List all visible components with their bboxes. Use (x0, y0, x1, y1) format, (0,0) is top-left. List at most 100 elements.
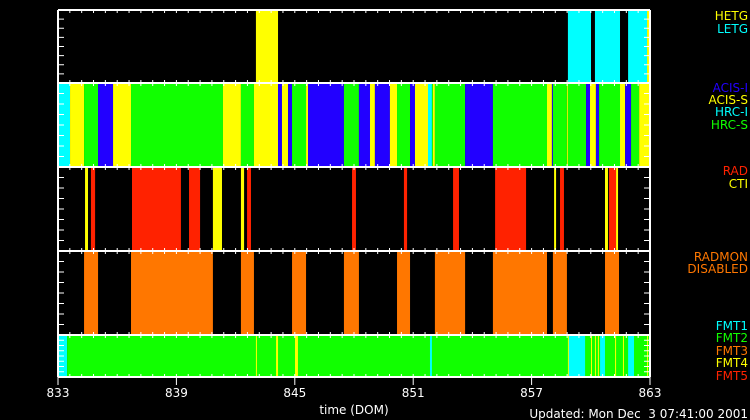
legend-fmt1: FMT1 (716, 319, 748, 333)
segment-green (599, 83, 621, 167)
segment-yellow (622, 335, 624, 377)
segment-yellow (222, 83, 241, 167)
segment-cyan (429, 335, 432, 377)
segment-yellow (590, 335, 592, 377)
segment-green (343, 83, 359, 167)
x-tick-label: 845 (283, 386, 306, 400)
legend-hetg: HETG (715, 9, 748, 23)
segment-green (240, 83, 254, 167)
segment-orange (131, 251, 213, 335)
segment-blue (288, 83, 293, 167)
legend-fmt4: FMT4 (716, 356, 748, 370)
segment-yellow (389, 83, 398, 167)
segment-yellow (113, 83, 132, 167)
segment-yellow (255, 335, 257, 377)
segment-yellow (276, 335, 279, 377)
segment-orange (397, 251, 411, 335)
segment-yellow (620, 83, 626, 167)
segment-red (608, 167, 617, 251)
x-tick-label: 863 (639, 386, 662, 400)
segment-blue (551, 83, 553, 167)
segment-green (131, 83, 223, 167)
segment-green (552, 83, 567, 167)
segments (58, 10, 650, 377)
segment-yellow (253, 83, 279, 167)
segment-yellow (615, 335, 617, 377)
legend-fmt3: FMT3 (716, 344, 748, 358)
segment-yellow (369, 83, 375, 167)
segment-green (397, 83, 411, 167)
segment-red (403, 167, 408, 251)
segment-yellow (294, 335, 298, 377)
segment-yellow (306, 83, 309, 167)
segment-red (352, 167, 356, 251)
segment-red (495, 167, 527, 251)
segment-blue (358, 83, 370, 167)
segment-blue (465, 83, 493, 167)
segment-green (567, 83, 587, 167)
legend-acis-s: ACIS-S (709, 93, 748, 107)
x-tick-label: 839 (165, 386, 188, 400)
segment-orange (605, 251, 620, 335)
x-tick-label: 833 (47, 386, 70, 400)
legend-fmt2: FMT2 (716, 331, 748, 345)
segment-green (434, 83, 466, 167)
segment-yellow (566, 83, 568, 167)
segment-red (560, 167, 564, 251)
segment-blue (586, 83, 591, 167)
segment-red (189, 167, 201, 251)
segment-orange (84, 251, 99, 335)
segment-orange (343, 251, 359, 335)
segment-green (431, 83, 433, 167)
segment-cyan (567, 10, 591, 83)
segment-cyan (428, 83, 432, 167)
legend-hrc-s: HRC-S (711, 118, 748, 132)
legend-rad: RAD (723, 164, 748, 178)
segment-blue (595, 83, 600, 167)
x-tick-labels: 833 839 845 851 857 863 (47, 386, 662, 400)
segment-blue (98, 83, 114, 167)
segment-green (292, 83, 307, 167)
segment-green (492, 83, 547, 167)
updated-footer: Updated: Mon Dec 3 07:41:00 2001 (529, 407, 748, 420)
segment-cyan (628, 335, 635, 377)
segment-green (631, 83, 640, 167)
segment-blue (625, 83, 632, 167)
segment-green (84, 83, 99, 167)
segment-cyan (600, 335, 606, 377)
segment-yellow (70, 83, 85, 167)
x-axis-label: time (DOM) (319, 403, 388, 417)
segment-yellow (590, 83, 596, 167)
segment-yellow (240, 167, 245, 251)
segment-cyan (628, 10, 648, 83)
legend-fmt5: FMT5 (716, 369, 748, 383)
segment-yellow (605, 167, 608, 251)
segment-blue (278, 83, 282, 167)
segment-yellow (616, 167, 619, 251)
segment-red (453, 167, 459, 251)
segment-orange (492, 251, 547, 335)
segment-yellow (432, 83, 435, 167)
segment-blue (308, 83, 344, 167)
segment-yellow (546, 83, 552, 167)
legend-cti: CTI (729, 177, 748, 191)
segment-cyan (594, 10, 621, 83)
segment-orange (434, 251, 466, 335)
segment-red (247, 167, 251, 251)
legend-hrc-i: HRC-I (715, 105, 748, 119)
segment-yellow (255, 10, 279, 83)
segment-yellow (414, 83, 428, 167)
segment-blue (410, 83, 415, 167)
legend-radmon: RADMON (694, 250, 748, 264)
segment-red (90, 167, 96, 251)
panel-frames (57, 9, 651, 385)
legend-letg: LETG (717, 22, 748, 36)
x-tick-label: 851 (402, 386, 425, 400)
segment-orange (240, 251, 254, 335)
segment-blue (374, 83, 390, 167)
segment-orange (292, 251, 307, 335)
x-tick-label: 857 (520, 386, 543, 400)
segment-yellow (567, 335, 569, 377)
